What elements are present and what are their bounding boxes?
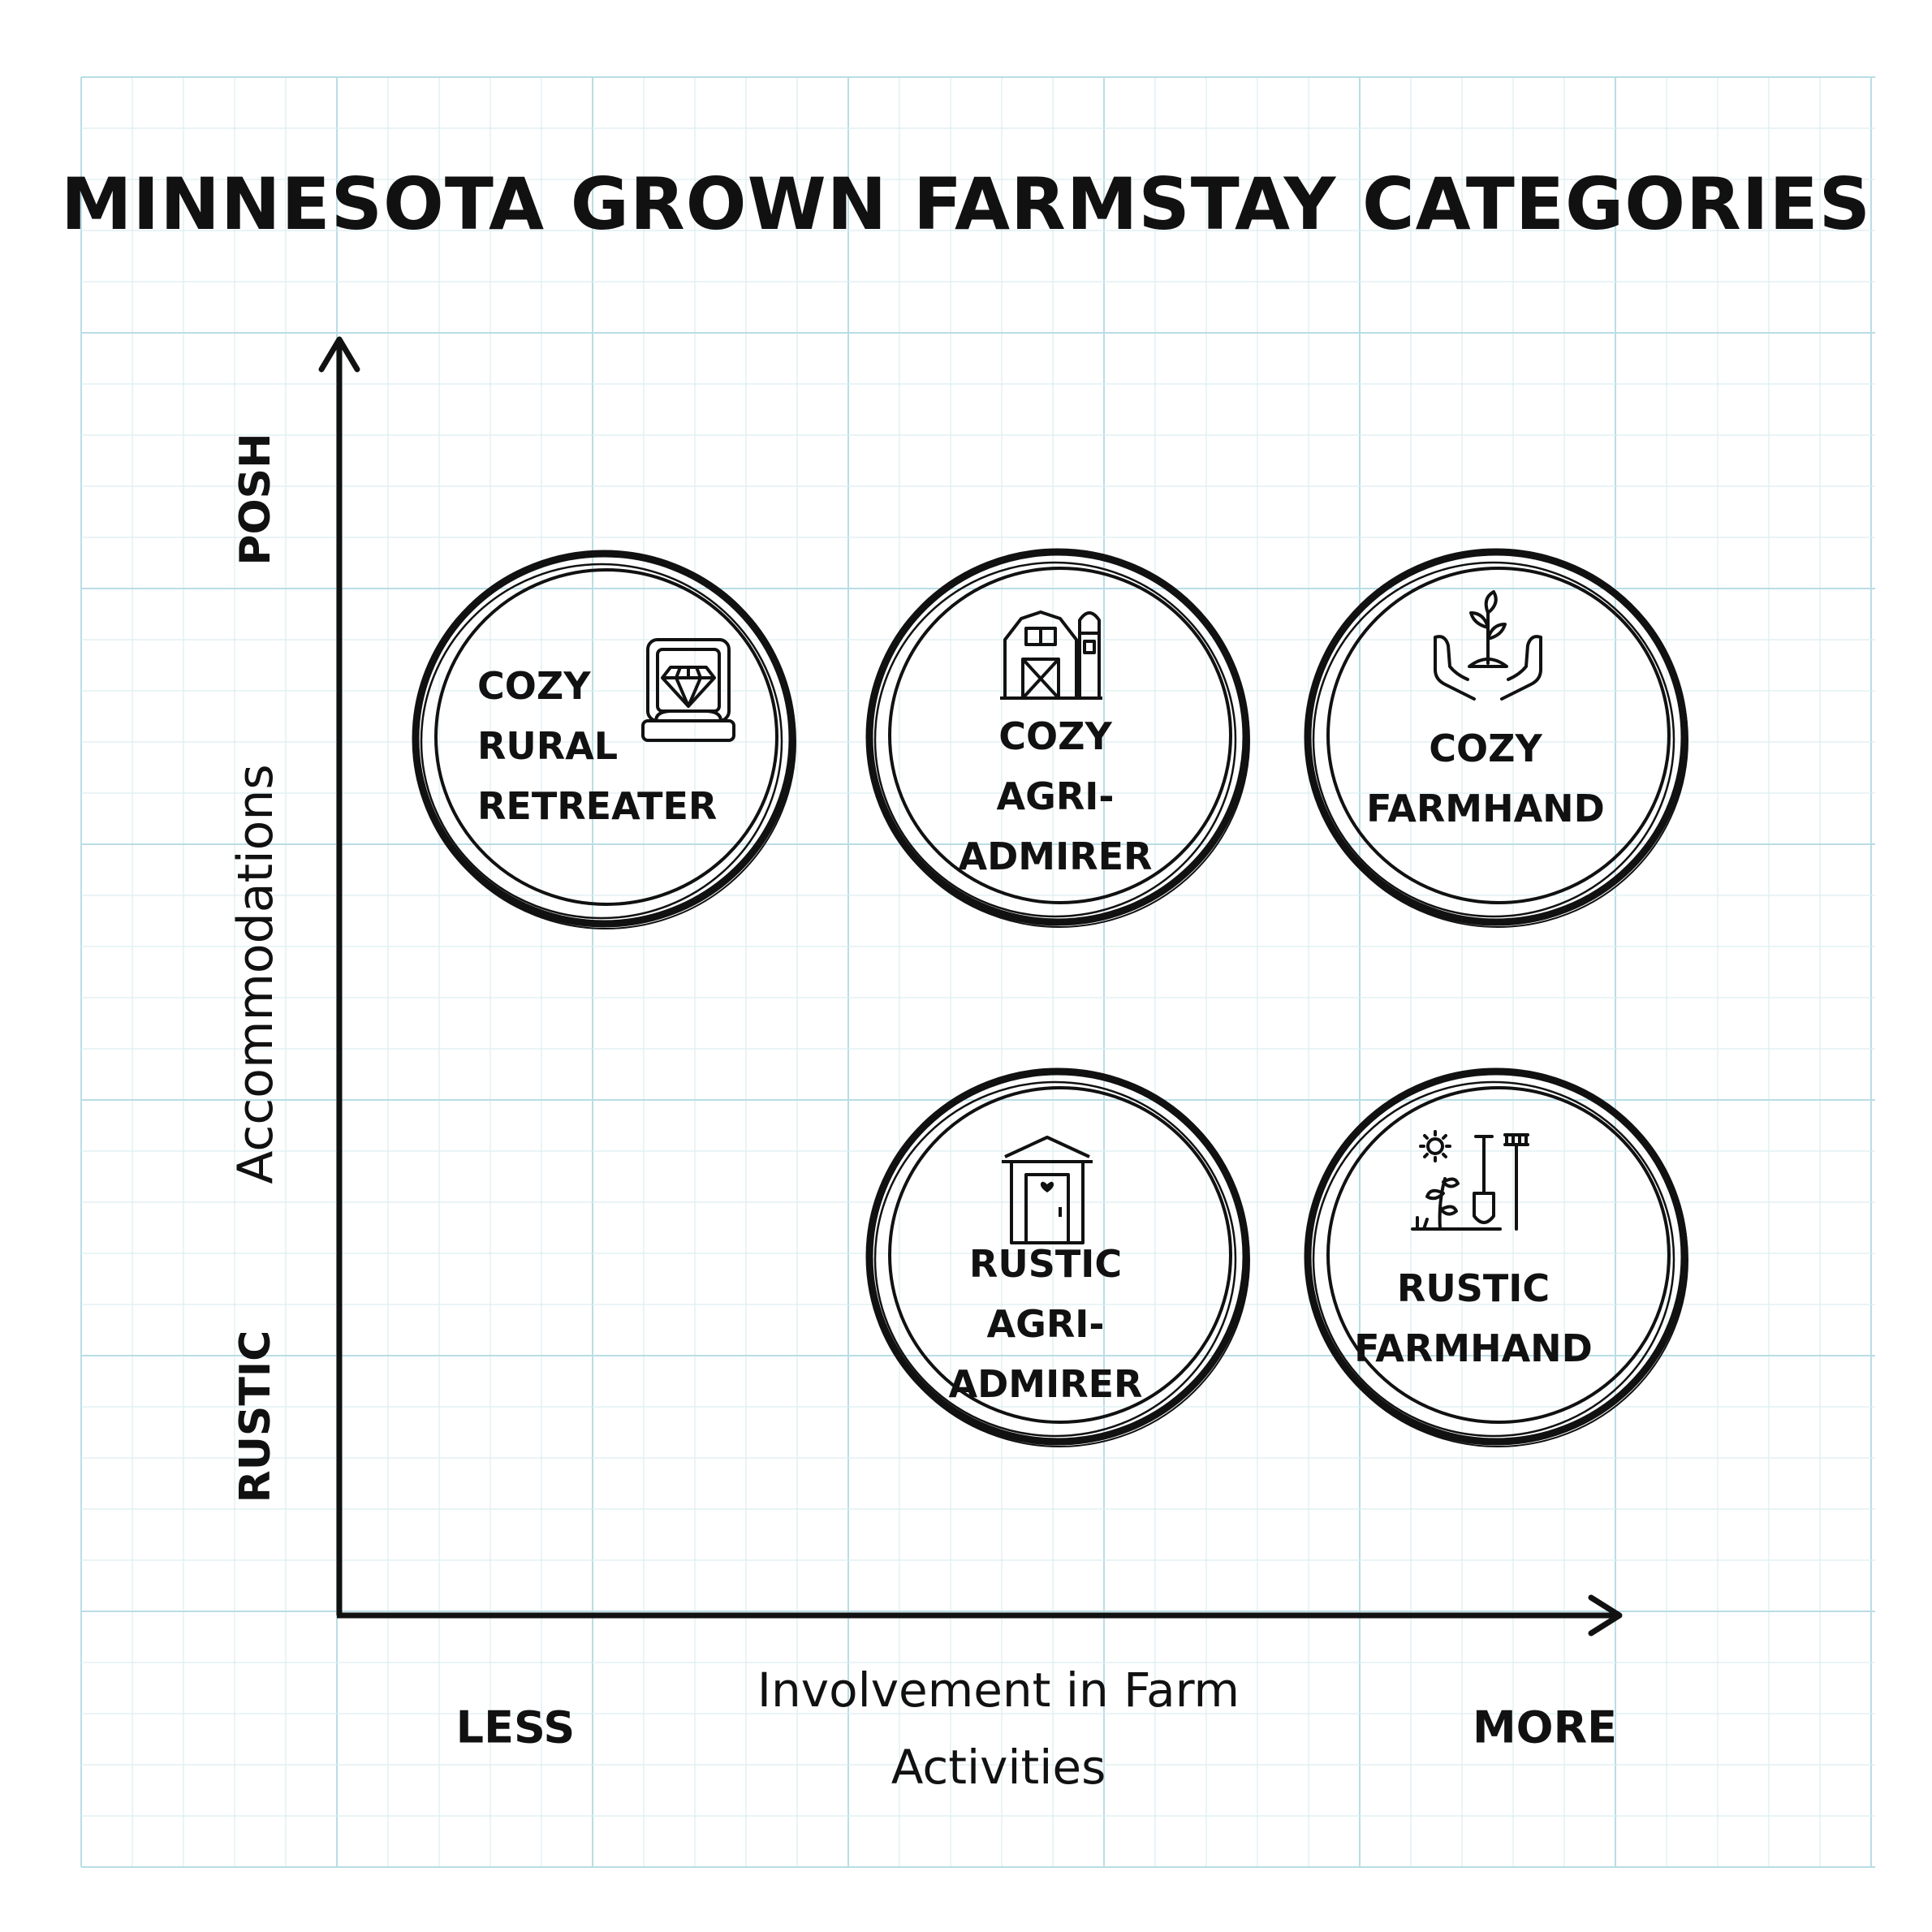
badge-line: COZY <box>1429 727 1542 770</box>
badge-line: RURAL <box>477 724 619 768</box>
badge-line: FARMHAND <box>1354 1326 1593 1370</box>
badge-line: ADMIRER <box>948 1362 1143 1406</box>
badge-cozy-rural-retreater: COZY RURAL RETREATER <box>477 656 717 836</box>
outhouse-icon <box>1002 1136 1093 1244</box>
badge-line: AGRI- <box>986 1302 1105 1346</box>
badge-line: FARMHAND <box>1366 787 1605 830</box>
badge-cozy-agri-admirer: COZY AGRI- ADMIRER <box>958 706 1153 886</box>
badge-line: AGRI- <box>996 774 1115 818</box>
badge-line: RUSTIC <box>1396 1266 1550 1310</box>
badge-line: RETREATER <box>477 784 718 828</box>
badge-line: RUSTIC <box>968 1242 1123 1286</box>
badge-ring <box>865 548 1250 928</box>
garden-tools-icon <box>1411 1130 1529 1231</box>
page-title: MINNESOTA GROWN FARMSTAY CATEGORIES <box>60 162 1872 246</box>
badge-rustic-farmhand: RUSTIC FARMHAND <box>1335 1258 1611 1378</box>
x-axis-title-line1: Involvement in Farm <box>757 1662 1240 1718</box>
badge-ring <box>1304 548 1688 928</box>
badge-rustic-agri-admirer: RUSTIC AGRI- ADMIRER <box>944 1234 1147 1414</box>
y-axis-arrow <box>318 336 360 373</box>
badge-ring <box>412 550 796 929</box>
badge-line: COZY <box>477 664 591 708</box>
hands-seedling-icon <box>1434 590 1542 701</box>
x-axis-right-label: MORE <box>1472 1701 1618 1753</box>
badge-ring <box>865 1067 1250 1447</box>
x-axis-title-line2: Activities <box>891 1740 1106 1795</box>
badge-line: COZY <box>998 714 1112 758</box>
diamond-ring-box-icon <box>641 638 735 742</box>
x-axis-title: Involvement in Farm Activities <box>674 1652 1323 1806</box>
barn-silo-icon <box>1000 610 1102 700</box>
badge-ring <box>1304 1067 1688 1447</box>
x-axis-arrow <box>1588 1594 1623 1637</box>
x-axis-left-label: LESS <box>455 1701 576 1753</box>
badge-cozy-farmhand: COZY FARMHAND <box>1348 718 1624 839</box>
badge-line: ADMIRER <box>958 834 1153 878</box>
